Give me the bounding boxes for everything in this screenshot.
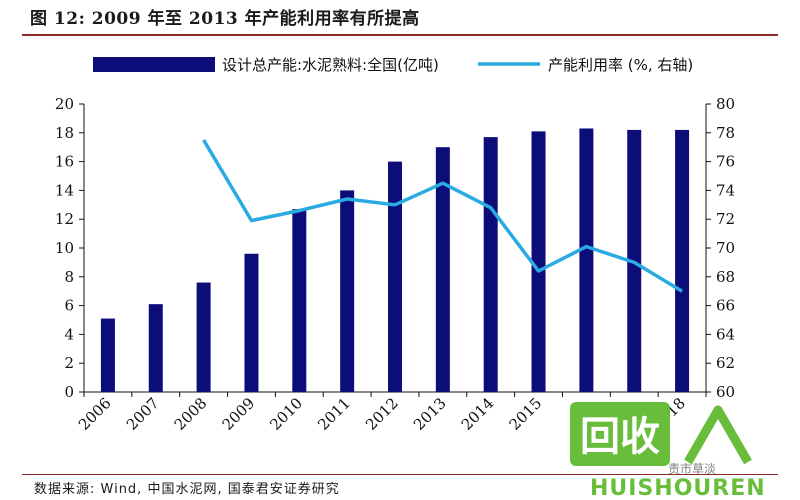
y-left-tick-label: 18 (55, 124, 74, 142)
y-right-tick-label: 78 (716, 124, 735, 142)
capacity-bar (340, 190, 355, 392)
capacity-bar (244, 253, 259, 392)
y-left-tick-label: 12 (55, 210, 74, 228)
y-right-tick-label: 72 (716, 210, 735, 228)
legend-line-label: 产能利用率 (%, 右轴) (548, 56, 693, 74)
x-tick-label: 2013 (410, 394, 450, 434)
capacity-bar (196, 282, 211, 392)
capacity-bar (292, 209, 307, 392)
y-right-tick-label: 76 (716, 153, 735, 171)
y-right-tick-label: 70 (716, 239, 735, 257)
capacity-bar (388, 161, 402, 392)
watermark-peak-icon (684, 405, 752, 465)
capacity-bar (100, 318, 115, 392)
y-left-tick-label: 10 (55, 239, 74, 257)
y-right-tick-label: 80 (716, 95, 735, 113)
y-right-tick-label: 74 (716, 181, 735, 199)
x-tick-label: 2009 (219, 394, 259, 434)
legend-bar-label: 设计总产能:水泥熟料:全国(亿吨) (222, 56, 439, 74)
capacity-bar (483, 137, 498, 392)
y-left-tick-label: 2 (64, 354, 74, 372)
y-left-tick-label: 6 (64, 297, 74, 315)
x-tick-label: 2014 (458, 394, 498, 434)
y-right-tick-label: 64 (716, 325, 735, 343)
y-right-tick-label: 62 (716, 354, 735, 372)
x-tick-label: 2015 (506, 394, 546, 434)
y-left-tick-label: 14 (55, 181, 74, 199)
y-left-tick-label: 4 (64, 325, 74, 343)
watermark-caption: 责市草淡 (668, 461, 716, 476)
capacity-bar (148, 304, 163, 392)
y-right-tick-label: 68 (716, 268, 735, 286)
capacity-bar (579, 128, 594, 393)
x-tick-label: 2008 (171, 394, 211, 434)
watermark: 回收 责市草淡 HUISHOUREN (570, 402, 766, 500)
y-right-tick-label: 60 (716, 383, 735, 401)
watermark-logo-box (570, 402, 670, 466)
capacity-bar (435, 147, 450, 392)
y-left-tick-label: 8 (64, 268, 74, 286)
y-left-tick-label: 16 (55, 153, 74, 171)
source-divider (22, 474, 778, 475)
legend: 设计总产能:水泥熟料:全国(亿吨) 产能利用率 (%, 右轴) (93, 56, 693, 74)
capacity-bar (531, 131, 546, 393)
capacity-bar (675, 129, 690, 393)
title-divider (22, 34, 778, 36)
source-note: 数据来源: Wind, 中国水泥网, 国泰君安证券研究 (34, 482, 340, 497)
y-right-tick-label: 66 (716, 297, 735, 315)
x-tick-label: 2011 (314, 394, 354, 434)
legend-bar-swatch (93, 57, 215, 72)
x-tick-label: 2007 (123, 394, 163, 434)
x-tick-label: 2012 (362, 394, 402, 434)
x-tick-label: 2006 (75, 394, 115, 434)
y-left-tick-label: 20 (55, 95, 74, 113)
x-tick-label: 2010 (266, 394, 306, 434)
chart-title: 图 12: 2009 年至 2013 年产能利用率有所提高 (30, 9, 420, 29)
y-left-tick-label: 0 (64, 383, 74, 401)
watermark-name: HUISHOUREN (590, 476, 766, 500)
plot-area: 0246810121416182060626466687072747678802… (55, 95, 735, 434)
watermark-logo-text: 回收 (580, 414, 660, 460)
utilization-line (202, 139, 684, 293)
